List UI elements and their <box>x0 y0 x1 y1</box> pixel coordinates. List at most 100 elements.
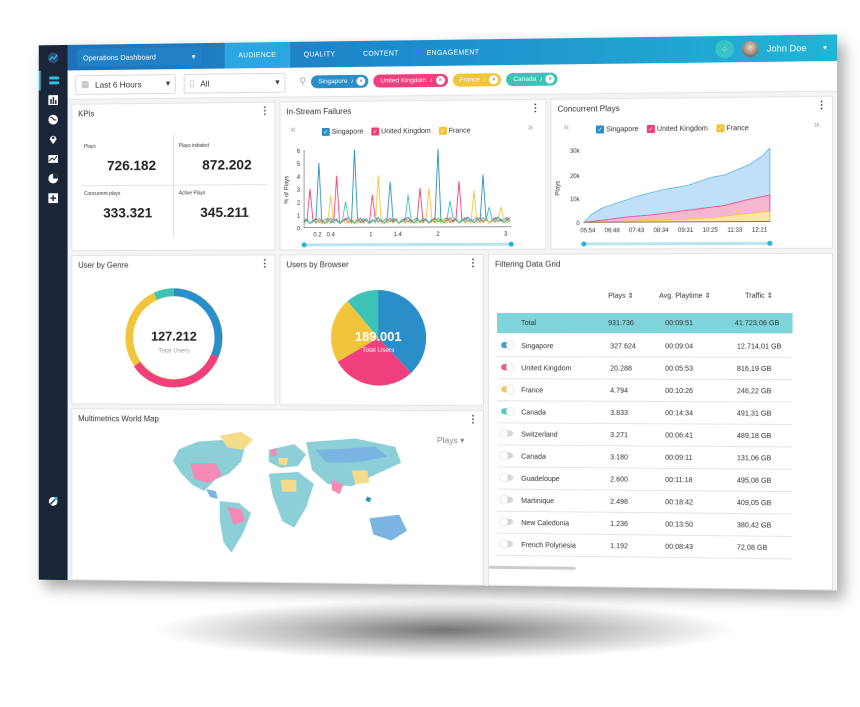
row-toggle[interactable] <box>501 497 513 503</box>
user-menu-chevron-icon[interactable]: ▾ <box>823 44 827 52</box>
time-range-select[interactable]: ▦ Last 6 Hours ▾ <box>75 74 176 95</box>
table-row[interactable]: Canada 3.833 00:14:34 491,31 GB <box>497 401 793 425</box>
row-toggle[interactable] <box>501 386 513 392</box>
legend-item-singapore[interactable]: ✓ Singapore <box>596 125 639 133</box>
close-icon[interactable]: × <box>357 77 366 86</box>
range-slider-handle-right[interactable] <box>767 241 772 246</box>
device-select[interactable]: ▯ All ▾ <box>184 72 286 93</box>
genre-total-value: 127.212 <box>151 329 197 344</box>
filter-chip-france[interactable]: France ♪ × <box>453 73 502 87</box>
map-region-europe[interactable] <box>269 444 306 468</box>
tab-engagement[interactable]: ENGAGEMENT <box>413 39 494 66</box>
row-name: Guadeloupe <box>521 468 559 490</box>
apps-grid-icon[interactable]: ⁘ <box>715 40 733 59</box>
avatar[interactable] <box>742 41 758 57</box>
row-toggle[interactable] <box>501 475 513 481</box>
legend-item-united-kingdom[interactable]: ✓ United Kingdom <box>647 124 708 133</box>
grid-rows: Singapore 327.624 00:09:04 12.714,01 GB Unit… <box>489 254 832 255</box>
close-icon[interactable]: × <box>546 75 555 84</box>
trend-chart-icon[interactable] <box>39 149 68 169</box>
map-region-north-africa[interactable] <box>280 480 296 492</box>
row-toggle[interactable] <box>501 430 513 436</box>
dashboard-icon[interactable] <box>39 70 68 90</box>
row-toggle[interactable] <box>501 408 513 414</box>
legend-item-france[interactable]: ✓ France <box>439 127 471 135</box>
table-row[interactable]: French Polynesia 1.192 00:08:43 72,08 GB <box>497 534 793 560</box>
more-vert-icon[interactable]: ⋮ <box>468 414 478 425</box>
row-toggle[interactable] <box>501 342 513 348</box>
toggle-knob <box>506 407 514 415</box>
y-tick: 1 <box>297 214 300 220</box>
checkbox-icon: ✓ <box>322 128 330 136</box>
y-tick: 6 <box>297 149 301 155</box>
map-panel-title: Multimetrics World Map <box>78 414 159 423</box>
row-toggle[interactable] <box>501 519 513 525</box>
row-name: Canada <box>521 401 546 423</box>
kpi-value-plays: 726.182 <box>107 157 156 173</box>
row-name: Total <box>521 313 536 333</box>
map-metric-select[interactable]: Plays ▾ <box>437 435 464 446</box>
map-region-singapore[interactable] <box>365 496 371 502</box>
column-header-traffic[interactable]: Traffic ⇕ <box>745 292 773 300</box>
table-row[interactable]: Martinique 2.498 00:18:42 409,05 GB <box>497 490 793 515</box>
tab-content[interactable]: CONTENT <box>349 40 412 67</box>
map-region-australia[interactable] <box>369 514 407 540</box>
more-vert-icon[interactable]: ⋮ <box>530 103 540 114</box>
column-header-avg-playtime[interactable]: Avg. Playtime ⇕ <box>659 292 711 300</box>
range-slider-handle-left[interactable] <box>302 242 307 247</box>
table-row[interactable]: New Caledonia 1.236 00:13:50 380,42 GB <box>497 512 793 537</box>
tab-audience[interactable]: AUDIENCE <box>225 42 290 69</box>
app-logo-icon[interactable] <box>39 45 68 71</box>
table-row-total[interactable]: Total 931.736 00:09:51 41.723,06 GB <box>497 313 793 333</box>
map-region-central-america[interactable] <box>206 489 218 499</box>
legend-item-france[interactable]: ✓ France <box>716 124 749 132</box>
map-region-asia[interactable] <box>306 438 401 487</box>
range-slider-handle-right[interactable] <box>509 242 514 247</box>
x-tick: 0.4 <box>327 232 336 238</box>
row-toggle[interactable] <box>501 541 513 547</box>
table-row[interactable]: United Kingdom 20.288 00:05:53 816,19 GB <box>497 357 793 380</box>
map-region-uk[interactable] <box>271 448 277 456</box>
legend-item-united-kingdom[interactable]: ✓ United Kingdom <box>371 127 430 136</box>
close-icon[interactable]: × <box>436 76 445 85</box>
filter-chip-singapore[interactable]: Singapore ♪ × <box>311 75 368 89</box>
close-icon[interactable]: × <box>489 75 498 84</box>
dashboard-select[interactable]: Operations Dashboard ▾ <box>77 47 201 66</box>
range-slider-track[interactable] <box>304 243 511 247</box>
filter-chip-canada[interactable]: Canada ♪ × <box>506 72 557 86</box>
filter-funnel-icon[interactable]: ⚲ <box>299 76 306 87</box>
range-slider-handle-left[interactable] <box>581 241 586 246</box>
chevron-left-icon[interactable]: « <box>564 122 570 133</box>
row-toggle[interactable] <box>501 452 513 458</box>
table-row[interactable]: Singapore 327.624 00:09:04 12.714,01 GB <box>497 335 793 358</box>
more-vert-icon[interactable]: ⋮ <box>816 100 826 111</box>
column-header-plays[interactable]: Plays ⇕ <box>608 292 633 300</box>
row-toggle[interactable] <box>501 364 513 370</box>
legend-item-singapore[interactable]: ✓ Singapore <box>322 128 363 136</box>
table-row[interactable]: Canada 3.180 00:09:11 131,06 GB <box>497 445 793 469</box>
location-pin-icon[interactable] <box>39 129 68 149</box>
genre-donut-chart: 127.212 Total Users <box>121 283 228 392</box>
more-vert-icon[interactable]: ⋮ <box>260 106 270 117</box>
table-row[interactable]: France 4.794 00:10:26 246,22 GB <box>497 379 793 402</box>
horizontal-scrollbar[interactable] <box>489 566 576 570</box>
add-widget-icon[interactable] <box>39 188 68 208</box>
sort-icon: ⇕ <box>628 293 634 300</box>
chevron-left-icon[interactable]: « <box>290 124 295 135</box>
more-vert-icon[interactable]: ⋮ <box>468 258 478 269</box>
pie-chart-icon[interactable] <box>39 169 68 189</box>
filter-chip-united-kingdom[interactable]: United Kingdom ♪ × <box>374 74 448 88</box>
user-name[interactable]: John Doe <box>767 43 807 54</box>
chevron-right-icon[interactable]: » <box>814 119 820 130</box>
globe-icon[interactable] <box>39 110 68 130</box>
bar-chart-icon[interactable] <box>39 90 68 110</box>
settings-icon[interactable] <box>39 491 68 511</box>
table-row[interactable]: Guadeloupe 2.600 00:11:18 495,08 GB <box>497 468 793 493</box>
toggle-knob <box>500 474 508 482</box>
range-slider-track[interactable] <box>584 242 770 246</box>
tab-quality[interactable]: QUALITY <box>290 41 349 68</box>
table-row[interactable]: Switzerland 3.271 00:06:41 489,18 GB <box>497 423 793 447</box>
more-vert-icon[interactable]: ⋮ <box>260 258 270 269</box>
chevron-right-icon[interactable]: » <box>528 122 534 133</box>
row-name: Canada <box>521 446 546 468</box>
